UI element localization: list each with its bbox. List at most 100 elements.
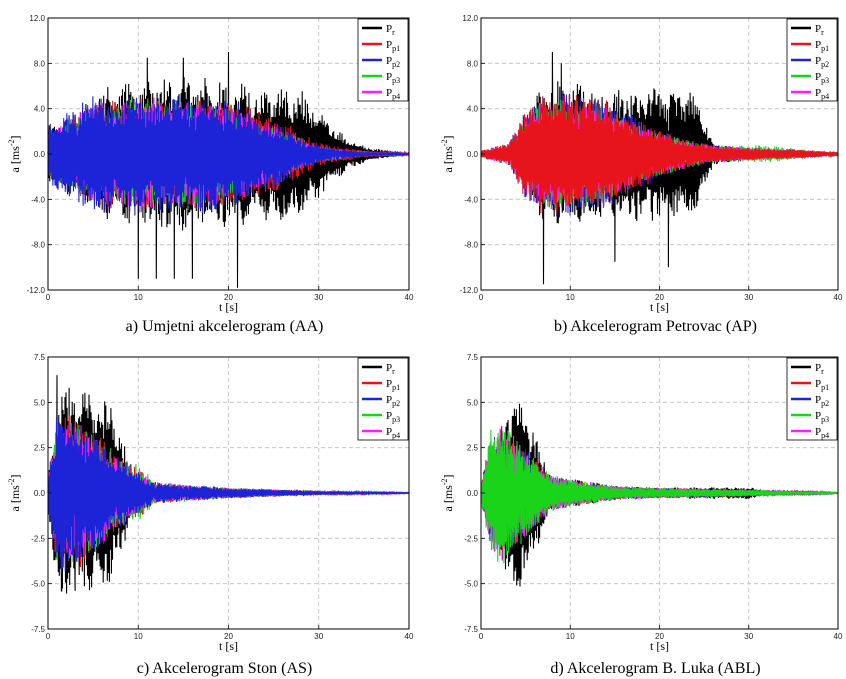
tick-labels: 0 10 20 30 40 -12.0 -8.0 -4.0 0.0 4.0 8.0 12.0 [27, 14, 414, 302]
x-tick-label: 30 [314, 293, 323, 302]
legend-label: Pr [815, 362, 824, 376]
y-axis-label: a [ms-2] [440, 136, 455, 173]
legend-label: Pp4 [815, 426, 829, 440]
legend: Pr Pp1 Pp2 Pp3 Pp4 [357, 357, 409, 441]
y-axis-label: a [ms-2] [7, 475, 22, 512]
legend-label: Pp4 [386, 426, 400, 440]
x-tick-label: 30 [744, 293, 753, 302]
y-axis-label: a [ms-2] [440, 475, 455, 512]
legend: Pr Pp1 Pp2 Pp3 Pp4 [786, 357, 838, 441]
legend-label: Pp4 [386, 87, 400, 101]
legend-label: Pp3 [815, 71, 829, 85]
y-axis-label: a [ms-2] [7, 136, 22, 173]
legend-label: Pp2 [815, 55, 829, 69]
x-tick-label: 20 [655, 632, 664, 641]
y-tick-label: 4.0 [467, 105, 479, 114]
series-line-p-p2 [47, 417, 410, 574]
x-axis-label: t [s] [219, 639, 238, 653]
x-tick-label: 40 [834, 632, 843, 641]
x-axis-label: t [s] [650, 639, 669, 653]
y-tick-label: -2.5 [464, 534, 478, 543]
y-tick-label: 8.0 [467, 59, 479, 68]
x-tick-label: 40 [405, 293, 414, 302]
legend-label: Pr [815, 23, 824, 37]
legend: Pr Pp1 Pp2 Pp3 Pp4 [786, 18, 838, 102]
panel-caption: a) Umjetni akcelerogram (AA) [126, 318, 324, 335]
series-line-p-p2 [47, 96, 410, 216]
y-tick-label: 2.5 [467, 444, 479, 453]
x-tick-label: 10 [134, 632, 143, 641]
x-tick-label: 0 [46, 632, 51, 641]
series-line-p-p1 [480, 94, 839, 214]
series-traces [47, 51, 410, 288]
legend-label: Pp3 [386, 71, 400, 85]
x-tick-label: 0 [479, 632, 484, 641]
y-tick-label: 4.0 [34, 105, 46, 114]
y-tick-label: 7.5 [467, 353, 479, 362]
y-tick-label: 12.0 [462, 14, 478, 23]
panel-caption: b) Akcelerogram Petrovac (AP) [554, 318, 757, 335]
y-tick-label: 5.0 [467, 398, 479, 407]
legend: Pr Pp1 Pp2 Pp3 Pp4 [357, 18, 409, 102]
x-tick-label: 40 [405, 632, 414, 641]
legend-label: Pp3 [386, 410, 400, 424]
y-tick-label: -8.0 [31, 241, 45, 250]
x-tick-label: 20 [655, 293, 664, 302]
chart-panel-2: 0 10 20 30 40 -12.0 -8.0 -4.0 0.0 4.0 8.0 12.0 t [s]… [440, 14, 843, 335]
legend-label: Pp1 [815, 378, 829, 392]
panel-caption: d) Akcelerogram B. Luka (ABL) [550, 660, 760, 677]
y-tick-label: -4.0 [464, 195, 478, 204]
y-tick-label: -7.5 [31, 625, 45, 634]
x-tick-label: 10 [566, 293, 575, 302]
y-tick-label: -8.0 [464, 241, 478, 250]
series-traces [480, 51, 839, 285]
legend-label: Pp2 [386, 55, 400, 69]
x-tick-label: 30 [744, 632, 753, 641]
x-axis-label: t [s] [650, 300, 669, 314]
y-tick-label: -5.0 [31, 580, 45, 589]
x-tick-label: 20 [224, 632, 233, 641]
legend-label: Pp1 [386, 378, 400, 392]
legend-box [357, 18, 409, 102]
y-tick-label: 0.0 [34, 150, 46, 159]
x-tick-label: 10 [134, 293, 143, 302]
y-tick-label: 0.0 [34, 489, 46, 498]
y-tick-label: -2.5 [31, 534, 45, 543]
panel-caption: c) Akcelerogram Ston (AS) [137, 660, 313, 677]
y-tick-label: 8.0 [34, 59, 46, 68]
legend-label: Pp1 [815, 39, 829, 53]
legend-label: Pp2 [386, 394, 400, 408]
x-tick-label: 0 [46, 293, 51, 302]
x-tick-label: 10 [566, 632, 575, 641]
y-tick-label: 2.5 [34, 444, 46, 453]
series-traces [480, 403, 839, 587]
tick-labels: 0 10 20 30 40 -7.5 -5.0 -2.5 0.0 2.5 5.0 7.5 [31, 353, 414, 641]
y-tick-label: 5.0 [34, 398, 46, 407]
y-tick-label: 0.0 [467, 489, 479, 498]
y-tick-label: -4.0 [31, 195, 45, 204]
chart-panel-1: 0 10 20 30 40 -12.0 -8.0 -4.0 0.0 4.0 8.0 12.0 t [s]… [7, 14, 414, 335]
legend-label: Pp4 [815, 87, 829, 101]
legend-label: Pp1 [386, 39, 400, 53]
series-line-p-p3 [480, 429, 839, 564]
y-tick-label: -7.5 [464, 625, 478, 634]
legend-label: Pp2 [815, 394, 829, 408]
x-axis-label: t [s] [219, 300, 238, 314]
y-tick-label: -12.0 [460, 286, 479, 295]
chart-panel-3: 0 10 20 30 40 -7.5 -5.0 -2.5 0.0 2.5 5.0 7.5 t [s] a … [7, 353, 414, 677]
y-tick-label: -12.0 [27, 286, 46, 295]
legend-label: Pp3 [815, 410, 829, 424]
tick-labels: 0 10 20 30 40 -7.5 -5.0 -2.5 0.0 2.5 5.0 7.5 [464, 353, 843, 641]
x-tick-label: 0 [479, 293, 484, 302]
legend-label: Pr [386, 362, 395, 376]
x-tick-label: 40 [834, 293, 843, 302]
chart-panel-4: 0 10 20 30 40 -7.5 -5.0 -2.5 0.0 2.5 5.0 7.5 t [s] a … [440, 353, 843, 677]
x-tick-label: 30 [314, 632, 323, 641]
tick-labels: 0 10 20 30 40 -12.0 -8.0 -4.0 0.0 4.0 8.0 12.0 [460, 14, 843, 302]
y-tick-label: 12.0 [29, 14, 45, 23]
y-tick-label: 0.0 [467, 150, 479, 159]
legend-label: Pr [386, 23, 395, 37]
series-traces [47, 375, 410, 594]
x-tick-label: 20 [224, 293, 233, 302]
